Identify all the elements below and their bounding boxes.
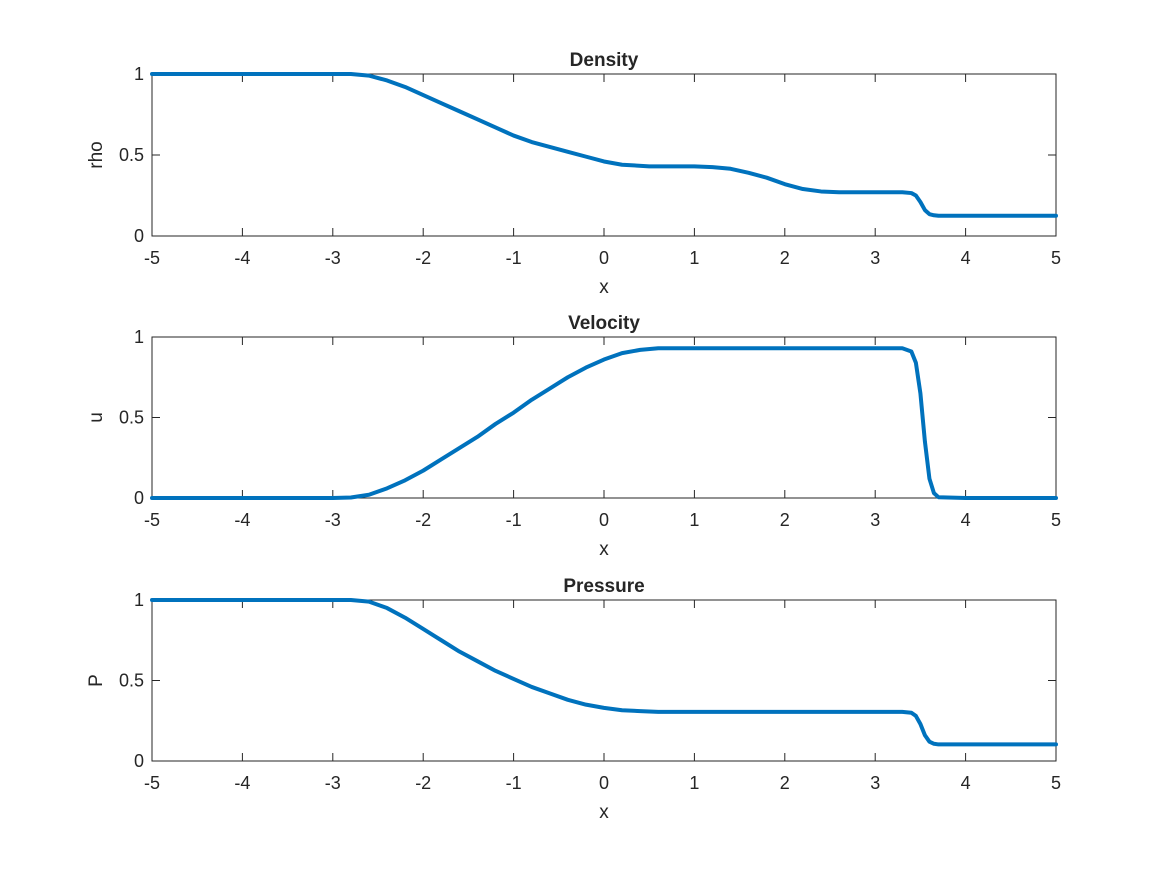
y-tick-label: 1 (134, 590, 144, 610)
x-tick-label: -1 (506, 510, 522, 530)
axes-box (151, 73, 1057, 237)
y-tick-label: 0 (134, 226, 144, 246)
axes-box (151, 336, 1057, 499)
subplots: -5 -4 -3 -2 -1 0 1 2 3 4 5 0 0.5 1 Density x rho -5 -4 -3 -2… (86, 50, 1061, 823)
x-tick-label: 1 (689, 248, 699, 268)
y-tick-label: 0 (134, 751, 144, 771)
y-axis-label: P (86, 674, 107, 687)
x-tick-label: -3 (325, 510, 341, 530)
subplot-pressure: -5 -4 -3 -2 -1 0 1 2 3 4 5 0 0.5 1 Pressure x P (86, 576, 1061, 823)
x-axis-label: x (599, 802, 609, 823)
y-axis-label: rho (86, 141, 107, 168)
x-tick-label: -1 (506, 248, 522, 268)
x-tick-label: -2 (415, 248, 431, 268)
x-tick-label: -3 (325, 773, 341, 793)
x-tick-label: -3 (325, 248, 341, 268)
x-axis-label: x (599, 539, 609, 560)
x-tick-label: -5 (144, 510, 160, 530)
x-tick-label: 1 (689, 510, 699, 530)
x-tick-label: 5 (1051, 510, 1061, 530)
x-tick-label: 5 (1051, 773, 1061, 793)
x-tick-label: -2 (415, 773, 431, 793)
x-tick-label: -4 (234, 248, 250, 268)
x-tick-label: 2 (780, 510, 790, 530)
y-tick-label: 0.5 (119, 408, 144, 428)
y-tick-label: 0.5 (119, 145, 144, 165)
x-tick-label: 0 (599, 510, 609, 530)
panel-title: Velocity (568, 313, 640, 334)
x-tick-label: -4 (234, 510, 250, 530)
x-tick-label: -5 (144, 773, 160, 793)
axes-box (151, 599, 1057, 762)
x-tick-label: 2 (780, 248, 790, 268)
x-axis-label: x (599, 277, 609, 298)
subplot-density: -5 -4 -3 -2 -1 0 1 2 3 4 5 0 0.5 1 Density x rho (86, 50, 1061, 298)
x-tick-label: 3 (870, 773, 880, 793)
x-tick-label: -5 (144, 248, 160, 268)
series-line-velocity (150, 346, 1058, 500)
subplot-velocity: -5 -4 -3 -2 -1 0 1 2 3 4 5 0 0.5 1 Velocity x u (86, 313, 1061, 560)
y-tick-label: 0 (134, 488, 144, 508)
y-tick-label: 0.5 (119, 671, 144, 691)
x-tick-label: 3 (870, 510, 880, 530)
x-tick-label: -2 (415, 510, 431, 530)
series-line-density (150, 72, 1058, 218)
x-tick-label: 0 (599, 773, 609, 793)
x-tick-label: 0 (599, 248, 609, 268)
x-tick-label: -1 (506, 773, 522, 793)
x-tick-label: 4 (961, 510, 971, 530)
panel-title: Density (570, 50, 639, 71)
x-tick-label: 4 (961, 773, 971, 793)
y-tick-label: 1 (134, 64, 144, 84)
x-tick-label: -4 (234, 773, 250, 793)
x-tick-label: 2 (780, 773, 790, 793)
panel-title: Pressure (563, 576, 644, 597)
x-tick-label: 5 (1051, 248, 1061, 268)
x-tick-label: 1 (689, 773, 699, 793)
x-tick-label: 3 (870, 248, 880, 268)
y-tick-label: 1 (134, 327, 144, 347)
x-tick-label: 4 (961, 248, 971, 268)
y-axis-label: u (86, 412, 107, 423)
series-line-pressure (150, 598, 1058, 747)
